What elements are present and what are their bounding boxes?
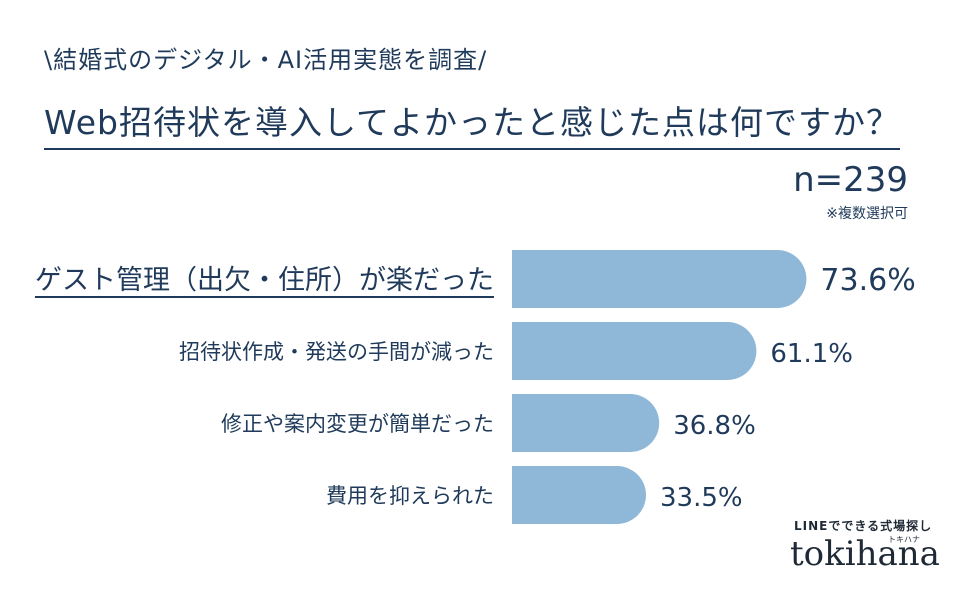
multi-select-note: ※複数選択可 <box>826 206 908 222</box>
category-label-1: 招待状作成・発送の手間が減った <box>179 340 494 364</box>
category-label-2: 修正や案内変更が簡単だった <box>221 412 494 436</box>
brand-logo: tokihana <box>790 534 940 574</box>
bar-3 <box>512 466 646 524</box>
category-label-0: ゲスト管理（出欠・住所）が楽だった <box>35 265 494 296</box>
survey-kicker: \結婚式のデジタル・AI活用実態を調査/ <box>44 46 488 74</box>
bar-2 <box>512 394 660 452</box>
sample-size: n=239 <box>793 160 908 200</box>
category-label-3: 費用を抑えられた <box>326 484 494 508</box>
value-label-3: 33.5% <box>660 483 743 513</box>
question-title: Web招待状を導入してよかったと感じた点は何ですか？ <box>44 96 900 150</box>
value-label-1: 61.1% <box>770 339 853 369</box>
brand-kana: トキハナ <box>888 535 920 544</box>
value-label-0: 73.6% <box>820 263 915 298</box>
bar-1 <box>512 322 757 380</box>
brand-sub-label: LINEでできる式場探し <box>794 519 933 533</box>
value-label-2: 36.8% <box>673 411 756 441</box>
bar-0 <box>512 250 807 308</box>
